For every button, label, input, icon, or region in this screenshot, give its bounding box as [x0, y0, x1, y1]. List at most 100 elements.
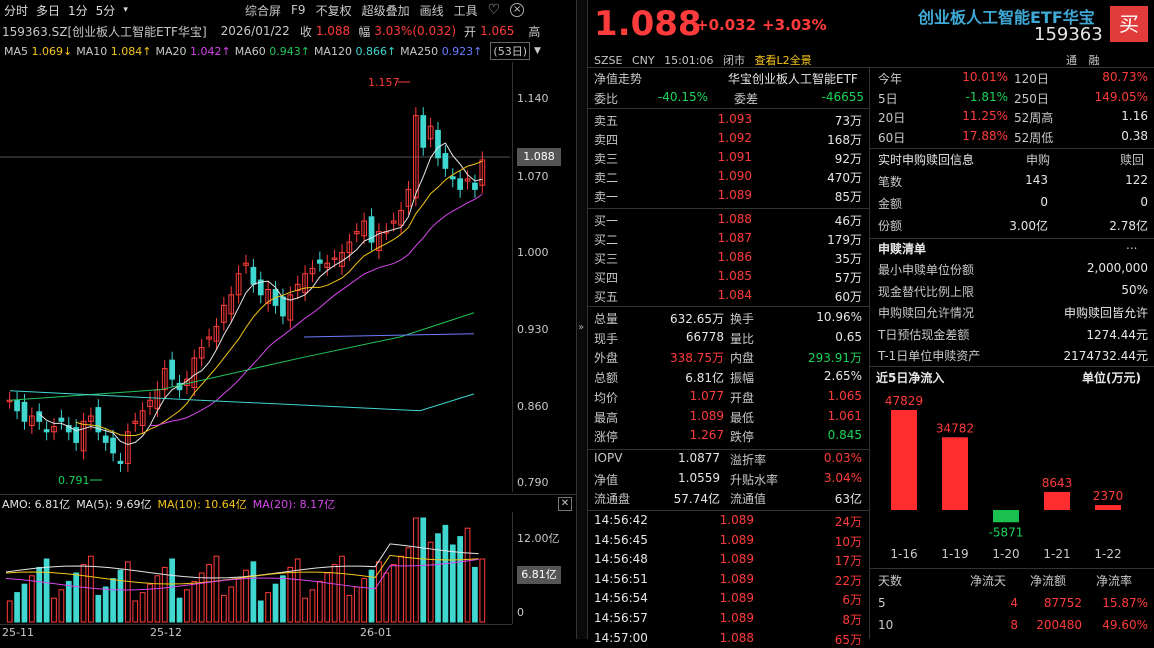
volume-bar: [295, 559, 300, 622]
overlay-button[interactable]: 超级叠加: [362, 2, 410, 19]
bid-price[interactable]: 1.085: [688, 269, 752, 283]
panel-splitter[interactable]: »: [576, 0, 588, 639]
tab-duori[interactable]: 多日: [36, 2, 60, 19]
bid-volume: 179万: [784, 231, 862, 248]
ma10-label: MA10 1.084↑: [76, 45, 151, 58]
flow-table-head: 净流天: [970, 572, 1006, 589]
f9-button[interactable]: F9: [291, 3, 306, 17]
tools-button[interactable]: 工具: [454, 2, 478, 19]
tick-price: 1.089: [698, 591, 754, 605]
netflow-bar: [993, 510, 1019, 522]
stat-label: 跌停: [730, 428, 754, 445]
ask-price[interactable]: 1.093: [688, 112, 752, 126]
buy-button[interactable]: 买: [1110, 6, 1148, 42]
volume-tick: 12.00亿: [517, 530, 560, 546]
tick-price: 1.088: [698, 631, 754, 645]
stat-value: 0.65: [784, 330, 862, 344]
ask-volume: 85万: [784, 188, 862, 205]
netflow-value: 2370: [1093, 489, 1124, 503]
candle-body: [37, 412, 42, 421]
chart-actions: 综合屏 F9 不复权 超级叠加 画线 工具 ♡ ×: [240, 0, 529, 20]
right-tabs: 通 融: [1066, 52, 1100, 68]
more-icon[interactable]: ...: [1126, 238, 1137, 252]
close-icon[interactable]: ×: [510, 3, 524, 17]
close-label: 收: [300, 23, 312, 40]
ma5-label: MA5 1.069↓: [4, 45, 72, 58]
flow-table-head: 天数: [878, 572, 902, 589]
nav-value: 3.04%: [784, 471, 862, 485]
flow-amount: 200480: [1020, 618, 1082, 632]
l2-link[interactable]: 查看L2全景: [755, 54, 812, 67]
chevron-down-icon[interactable]: ▾: [123, 5, 128, 15]
perf-value: 17.88%: [930, 129, 1008, 143]
volume-bar: [199, 573, 204, 622]
creation-title: 实时申购赎回信息: [878, 151, 974, 168]
stat-label: 现手: [594, 330, 618, 347]
ask-label: 卖一: [594, 188, 618, 205]
ask-price[interactable]: 1.091: [688, 150, 752, 164]
tab-1min[interactable]: 1分: [68, 2, 88, 19]
bid-label: 买三: [594, 250, 618, 267]
pcf-label: 申购赎回允许情况: [878, 304, 974, 321]
pcf-label: T日预估现金差额: [878, 326, 969, 343]
tick-time: 14:56:42: [594, 513, 648, 527]
stat-value: 1.267: [648, 428, 724, 442]
volume-bar: [281, 576, 286, 622]
volume-bar: [155, 576, 160, 622]
volume-chart[interactable]: [0, 512, 512, 624]
nav-label: IOPV: [594, 451, 622, 465]
bid-price[interactable]: 1.084: [688, 288, 752, 302]
volume-bar: [185, 590, 190, 622]
ask-volume: 168万: [784, 131, 862, 148]
candle-body: [421, 116, 426, 148]
volume-bar: [162, 567, 167, 622]
perf-label: 250日: [1014, 90, 1049, 107]
perf-label: 5日: [878, 90, 898, 107]
stat-value: 6.81亿: [648, 369, 724, 386]
tab-tong[interactable]: 通: [1066, 54, 1077, 67]
weibi-label: 委比: [594, 90, 618, 107]
period-selector[interactable]: (53日): [490, 42, 530, 60]
amo-ma20: MA(20): 8.17亿: [253, 496, 335, 512]
price-change: +0.032: [696, 16, 756, 34]
close-icon[interactable]: ✕: [558, 497, 572, 511]
nav-label: 净值: [594, 471, 618, 488]
ask-price[interactable]: 1.090: [688, 169, 752, 183]
netflow-value: 47829: [885, 394, 923, 408]
last-price: 1.088: [594, 4, 702, 44]
draw-button[interactable]: 画线: [420, 2, 444, 19]
bid-price[interactable]: 1.087: [688, 231, 752, 245]
perf-value: 11.25%: [930, 109, 1008, 123]
dropdown-icon[interactable]: ▼: [534, 46, 541, 56]
ma-line: [76, 161, 482, 435]
flow-rate: 49.60%: [1084, 618, 1148, 632]
kline-chart[interactable]: 1.157 0.791: [0, 62, 576, 492]
netflow-chart: 478291-16347821-19-58711-2086431-2123701…: [870, 388, 1154, 568]
ma60-line: [10, 313, 474, 400]
tab-rong[interactable]: 融: [1089, 54, 1100, 67]
current-volume-tag: 6.81亿: [517, 566, 561, 584]
heart-icon[interactable]: ♡: [488, 2, 501, 18]
tick-time: 14:56:45: [594, 533, 648, 547]
ask-label: 卖四: [594, 131, 618, 148]
zonghe-button[interactable]: 综合屏: [245, 2, 281, 19]
price-tick: 0.930: [517, 323, 549, 336]
tick-price: 1.089: [698, 513, 754, 527]
flow-table-head: 净流率: [1096, 572, 1132, 589]
bid-price[interactable]: 1.086: [688, 250, 752, 264]
netflow-bar: [942, 437, 968, 510]
fuquan-button[interactable]: 不复权: [316, 2, 352, 19]
pcf-value: 2,000,000: [1020, 261, 1148, 275]
netflow-value: 34782: [936, 421, 974, 435]
tab-5min[interactable]: 5分: [96, 2, 116, 19]
quote-header: 1.088 +0.032 +3.03% 创业板人工智能ETF华宝 159363 …: [588, 0, 1154, 68]
bid-price[interactable]: 1.088: [688, 212, 752, 226]
flow-title: 近5日净流入: [876, 369, 944, 386]
ask-price[interactable]: 1.092: [688, 131, 752, 145]
tab-fenshi[interactable]: 分时: [4, 2, 28, 19]
divider: [870, 366, 1154, 367]
perf-label: 120日: [1014, 70, 1049, 87]
ask-price[interactable]: 1.089: [688, 188, 752, 202]
collapse-icon[interactable]: »: [578, 322, 584, 333]
creation-value: 0: [970, 195, 1048, 209]
